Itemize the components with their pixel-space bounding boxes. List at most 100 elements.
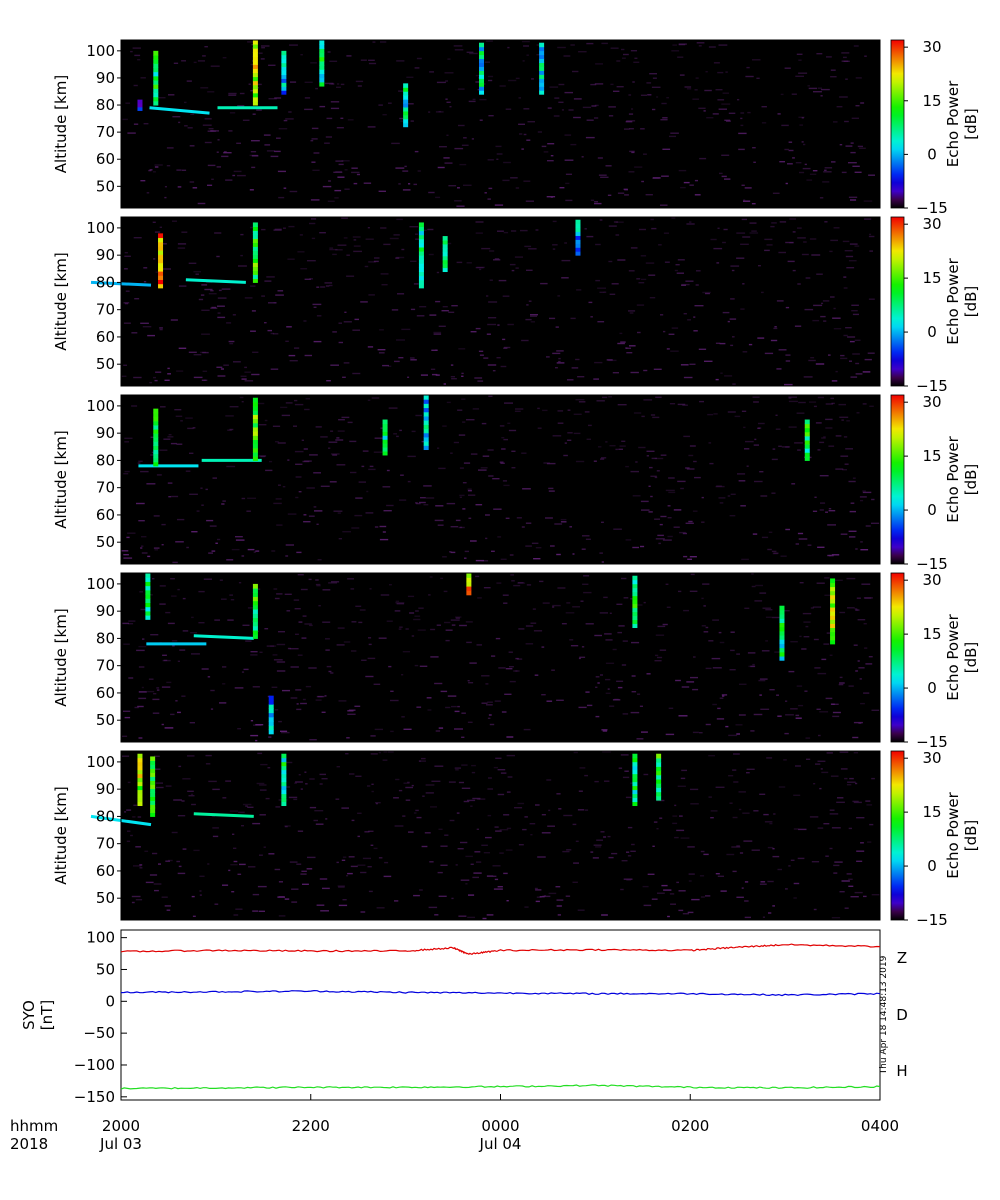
noise-pixel: [188, 795, 195, 797]
noise-pixel: [241, 825, 244, 827]
noise-pixel: [251, 310, 256, 312]
echo-column-cell: [632, 595, 638, 601]
noise-pixel: [276, 593, 283, 595]
noise-pixel: [640, 545, 645, 548]
noise-pixel: [865, 663, 873, 665]
noise-pixel: [181, 231, 188, 233]
noise-pixel: [595, 676, 600, 678]
noise-pixel: [716, 485, 722, 487]
noise-pixel: [675, 264, 680, 266]
noise-pixel: [448, 781, 456, 783]
noise-pixel: [301, 870, 307, 872]
noise-pixel: [575, 840, 579, 842]
noise-pixel: [742, 351, 748, 353]
noise-pixel: [442, 556, 447, 558]
noise-pixel: [871, 777, 875, 780]
noise-pixel: [686, 88, 692, 90]
noise-pixel: [601, 457, 607, 459]
noise-pixel: [419, 306, 427, 308]
noise-pixel: [533, 630, 543, 632]
noise-pixel: [505, 668, 513, 670]
noise-pixel: [601, 521, 604, 523]
noise-pixel: [848, 827, 852, 830]
noise-pixel: [687, 911, 694, 914]
noise-pixel: [801, 117, 804, 119]
noise-pixel: [330, 430, 334, 432]
noise-pixel: [694, 194, 701, 196]
noise-pixel: [380, 427, 385, 429]
echo-column-cell: [418, 263, 424, 268]
noise-pixel: [191, 616, 194, 619]
noise-pixel: [204, 141, 212, 144]
noise-pixel: [738, 791, 746, 793]
echo-column-cell: [423, 395, 429, 400]
noise-pixel: [387, 751, 394, 753]
echo-column-cell: [779, 635, 785, 640]
noise-pixel: [608, 260, 613, 263]
noise-pixel: [869, 405, 874, 407]
noise-pixel: [549, 86, 559, 88]
noise-pixel: [253, 551, 256, 553]
noise-pixel: [841, 880, 850, 882]
noise-pixel: [604, 780, 610, 782]
noise-pixel: [809, 238, 817, 240]
noise-pixel: [487, 717, 491, 719]
noise-pixel: [308, 667, 317, 669]
noise-pixel: [646, 82, 652, 84]
noise-pixel: [622, 640, 628, 642]
noise-pixel: [298, 491, 302, 493]
noise-pixel: [401, 248, 405, 251]
echo-column-cell: [830, 607, 836, 612]
noise-pixel: [164, 905, 171, 907]
noise-pixel: [390, 690, 394, 692]
noise-pixel: [620, 754, 629, 756]
noise-pixel: [434, 914, 439, 916]
plot-background: [121, 217, 880, 386]
echo-column-cell: [779, 639, 785, 644]
noise-pixel: [667, 505, 671, 507]
noise-pixel: [542, 895, 551, 898]
noise-pixel: [276, 643, 286, 646]
noise-pixel: [578, 706, 587, 709]
noise-pixel: [841, 52, 850, 54]
noise-pixel: [829, 813, 839, 815]
echo-column-cell: [252, 254, 258, 259]
noise-pixel: [739, 683, 747, 685]
noise-pixel: [247, 497, 256, 499]
noise-pixel: [204, 379, 208, 381]
echo-column-cell: [281, 70, 287, 75]
noise-pixel: [319, 105, 326, 108]
colorbar-label: Echo Power: [944, 435, 962, 522]
echo-column-cell: [252, 439, 258, 445]
noise-pixel: [648, 511, 653, 513]
noise-pixel: [272, 654, 278, 656]
noise-pixel: [250, 651, 258, 653]
noise-pixel: [293, 425, 297, 427]
noise-pixel: [307, 260, 316, 262]
noise-pixel: [850, 502, 855, 504]
noise-pixel: [284, 825, 291, 827]
noise-pixel: [594, 780, 599, 783]
x-tick-label: 2200: [292, 1117, 330, 1135]
noise-pixel: [868, 656, 873, 658]
noise-pixel: [655, 654, 659, 657]
echo-column-cell: [153, 445, 159, 451]
noise-pixel: [212, 827, 219, 829]
noise-pixel: [200, 87, 209, 89]
noise-pixel: [467, 916, 475, 919]
noise-pixel: [869, 823, 874, 826]
noise-pixel: [849, 243, 858, 245]
noise-pixel: [201, 504, 204, 506]
noise-pixel: [319, 783, 323, 785]
noise-pixel: [499, 85, 506, 87]
noise-pixel: [673, 526, 680, 528]
y-tick-label: 100: [86, 219, 115, 237]
noise-pixel: [328, 180, 331, 182]
noise-pixel: [744, 916, 751, 919]
noise-pixel: [785, 306, 790, 309]
noise-pixel: [779, 221, 787, 223]
noise-pixel: [579, 767, 586, 769]
noise-pixel: [642, 885, 649, 888]
noise-pixel: [329, 83, 332, 85]
noise-pixel: [721, 175, 727, 178]
